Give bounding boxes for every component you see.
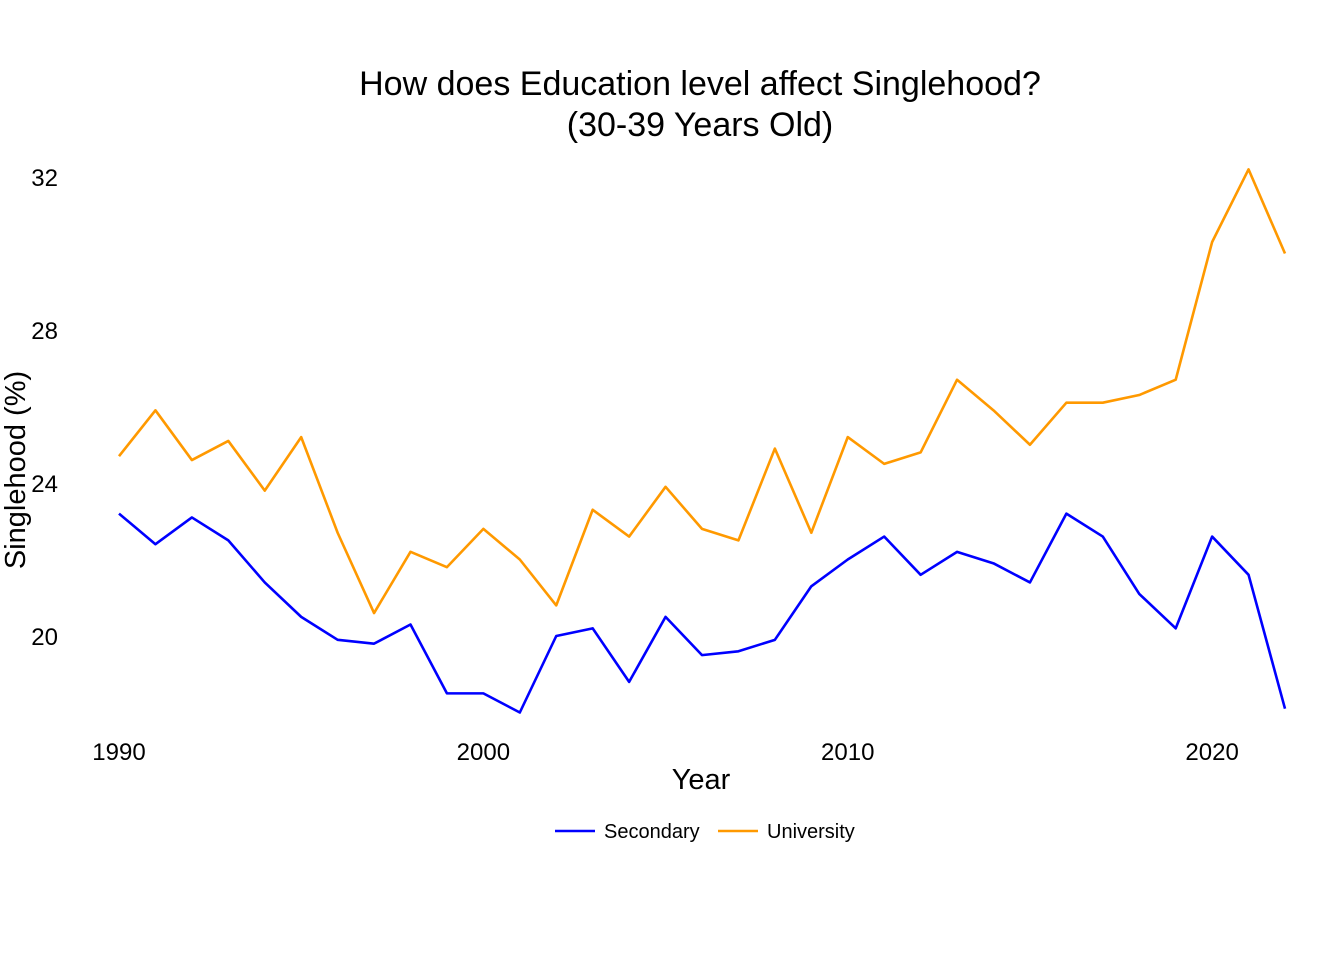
y-tick-label: 28	[31, 318, 58, 345]
x-axis-title: Year	[672, 764, 731, 796]
x-tick-label: 2000	[457, 739, 510, 766]
legend-label-secondary: Secondary	[604, 821, 700, 843]
chart-title: How does Education level affect Singleho…	[359, 65, 1041, 103]
plot-series	[119, 169, 1285, 712]
legend: Secondary University	[555, 821, 855, 843]
legend-label-university: University	[767, 821, 855, 843]
x-tick-label: 2020	[1185, 739, 1238, 766]
x-tick-label: 2010	[821, 739, 874, 766]
x-axis-ticks: 1990 2000 2010 2020	[92, 739, 1239, 766]
y-tick-label: 20	[31, 624, 58, 651]
y-tick-label: 24	[31, 471, 58, 498]
x-tick-label: 1990	[92, 739, 145, 766]
chart-subtitle: (30-39 Years Old)	[567, 106, 834, 144]
y-axis-ticks: 20 24 28 32	[31, 165, 58, 651]
series-line-secondary	[119, 514, 1285, 713]
y-axis-title: Singlehood (%)	[0, 371, 32, 569]
y-tick-label: 32	[31, 165, 58, 192]
